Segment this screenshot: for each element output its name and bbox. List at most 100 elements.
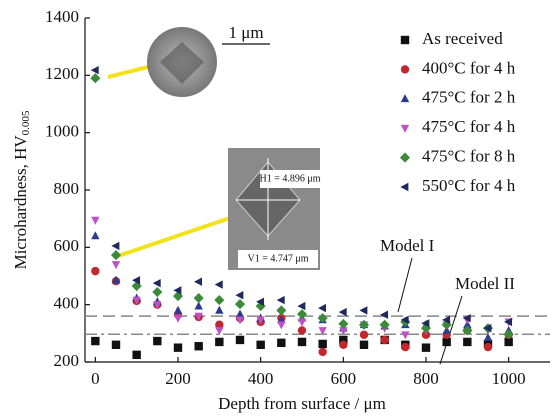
marker (256, 316, 265, 325)
marker (317, 313, 328, 324)
marker (235, 335, 245, 345)
marker (380, 310, 389, 319)
marker (172, 291, 184, 302)
legend-marker (400, 94, 410, 103)
marker (132, 296, 141, 305)
y-axis-label: Microhardness, HV0.005 (11, 110, 32, 269)
marker (359, 330, 369, 339)
marker (359, 340, 369, 349)
marker (463, 337, 472, 347)
marker (111, 275, 121, 284)
x-tick-label: 200 (165, 369, 191, 388)
marker (339, 327, 348, 336)
legend-label: 475°C for 4 h (422, 117, 516, 136)
marker (194, 277, 203, 286)
marker (215, 337, 224, 347)
marker (194, 301, 203, 310)
h1-box (260, 170, 320, 188)
x-tick-label: 1000 (492, 369, 526, 388)
marker (318, 347, 327, 357)
y-tick-label: 1000 (45, 122, 79, 141)
marker (296, 309, 308, 320)
legend-marker (400, 124, 410, 133)
marker (277, 315, 286, 324)
y-tick-label: 1400 (45, 7, 79, 26)
marker (297, 301, 306, 311)
marker (318, 339, 327, 349)
marker (194, 312, 203, 321)
marker (152, 278, 161, 288)
marker (339, 335, 348, 345)
model-label: Model I (380, 236, 435, 255)
marker (462, 325, 473, 336)
marker (214, 280, 223, 289)
marker (215, 327, 224, 336)
y-label-subscript: 0.005 (20, 110, 32, 135)
marker (380, 335, 389, 345)
h1-label: H1 = 4.896 μm (259, 173, 320, 184)
legend-marker (399, 152, 411, 163)
marker (504, 317, 513, 327)
legend-label: 400°C for 4 h (422, 58, 516, 77)
connector (117, 216, 231, 258)
marker (235, 316, 245, 325)
marker (276, 305, 287, 316)
indent-mark (160, 42, 204, 84)
marker (90, 73, 101, 84)
legend-label: 550°C for 4 h (422, 176, 516, 195)
x-tick-label: 600 (331, 369, 357, 388)
y-tick-label: 200 (54, 351, 80, 370)
marker (318, 303, 327, 313)
marker (442, 325, 451, 334)
marker (358, 319, 370, 330)
marker (483, 323, 492, 333)
connector (107, 64, 153, 79)
x-tick-label: 400 (248, 369, 274, 388)
marker (297, 318, 307, 327)
marker (256, 340, 265, 349)
marker (277, 321, 286, 330)
marker (153, 336, 162, 346)
marker (421, 319, 430, 328)
y-tick-label: 800 (54, 179, 80, 198)
marker (339, 340, 348, 349)
marker (256, 297, 265, 306)
marker (111, 340, 121, 349)
marker (132, 276, 141, 285)
marker (379, 319, 390, 330)
marker (91, 266, 100, 276)
model-arrow (439, 295, 463, 365)
marker (111, 241, 120, 251)
marker (173, 305, 183, 314)
marker (173, 286, 182, 295)
marker (318, 327, 327, 336)
marker (338, 318, 349, 329)
marker (91, 216, 100, 225)
legend-marker (400, 182, 409, 192)
x-axis-label: Depth from surface / μm (218, 394, 386, 413)
scale-label: 1 μm (228, 23, 263, 42)
marker (110, 250, 122, 261)
legend-label: 475°C for 8 h (422, 147, 516, 166)
marker (421, 343, 431, 352)
v1-label: V1 = 4.747 μm (247, 253, 308, 264)
marker (503, 329, 514, 340)
marker (401, 342, 410, 352)
legend-label: As received (422, 29, 503, 48)
marker (91, 231, 100, 240)
marker (442, 315, 451, 325)
marker (132, 350, 141, 360)
marker (504, 337, 513, 347)
marker (111, 261, 121, 270)
marker (462, 313, 471, 323)
marker (215, 305, 224, 314)
marker (90, 65, 99, 75)
marker (194, 342, 203, 351)
marker (483, 342, 493, 352)
marker (359, 306, 368, 315)
marker (215, 320, 224, 329)
marker (297, 337, 307, 347)
model-label: Model II (455, 274, 515, 293)
legend-marker (400, 65, 410, 74)
